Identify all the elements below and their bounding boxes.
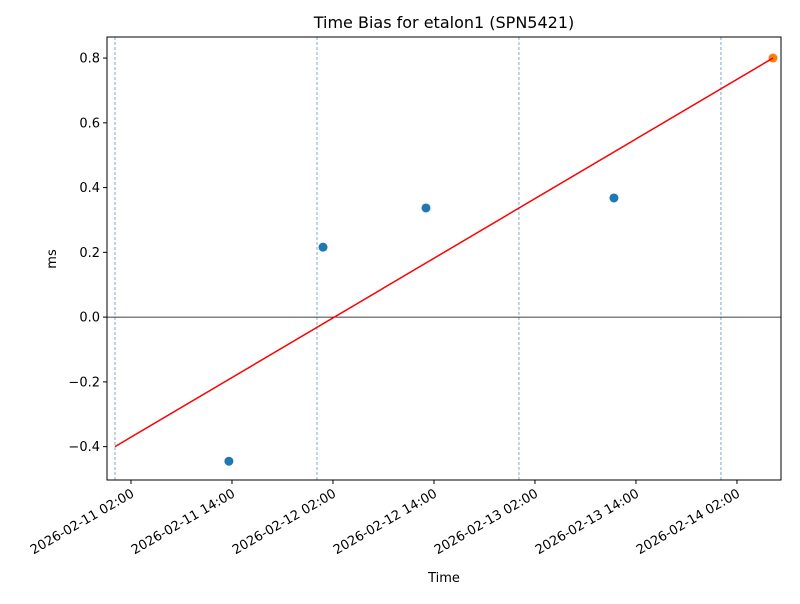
y-tick-label: 0.2 [79, 246, 100, 261]
y-tick-label: 0.8 [79, 52, 100, 67]
x-axis-label: Time [427, 571, 460, 586]
x-tick-label: 2026-02-12 02:00 [230, 486, 339, 558]
chart-title: Time Bias for etalon1 (SPN5421) [313, 13, 575, 32]
plot-area [107, 37, 781, 480]
y-tick-label: 0.4 [79, 181, 100, 196]
trend-line [114, 57, 774, 448]
point [224, 456, 234, 466]
x-tick-label: 2026-02-12 14:00 [331, 486, 440, 558]
y-tick-label: 0.0 [79, 311, 100, 326]
y-tick-label: −0.4 [68, 440, 100, 455]
y-tick-label: 0.6 [79, 116, 100, 131]
y-tick-label: −0.2 [68, 375, 100, 390]
x-tick-label: 2026-02-11 14:00 [129, 486, 238, 558]
x-tick-label: 2026-02-14 02:00 [634, 486, 743, 558]
x-tick-label: 2026-02-13 14:00 [533, 486, 642, 558]
x-tick-label: 2026-02-11 02:00 [28, 486, 137, 558]
point [318, 242, 328, 252]
x-tick-label: 2026-02-13 02:00 [432, 486, 541, 558]
y-axis-label: ms [45, 249, 60, 269]
point [609, 193, 619, 203]
axes-frame [106, 36, 782, 481]
point [421, 203, 431, 213]
